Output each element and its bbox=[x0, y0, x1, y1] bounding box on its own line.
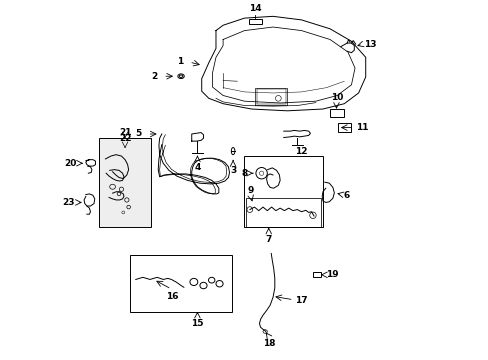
Text: 17: 17 bbox=[295, 296, 307, 305]
Text: 6: 6 bbox=[343, 191, 349, 200]
Text: 11: 11 bbox=[355, 123, 367, 132]
Text: 10: 10 bbox=[330, 93, 343, 102]
Text: 13: 13 bbox=[364, 40, 376, 49]
Text: 1: 1 bbox=[177, 57, 183, 66]
Text: 9: 9 bbox=[246, 186, 253, 195]
FancyBboxPatch shape bbox=[99, 138, 151, 227]
Text: 7: 7 bbox=[265, 234, 271, 243]
Text: 19: 19 bbox=[325, 270, 338, 279]
Text: 3: 3 bbox=[229, 166, 236, 175]
Text: 23: 23 bbox=[62, 198, 75, 207]
Text: 15: 15 bbox=[191, 319, 203, 328]
Text: 8: 8 bbox=[241, 169, 247, 178]
Text: 16: 16 bbox=[166, 292, 178, 301]
Text: 14: 14 bbox=[248, 4, 261, 13]
Text: 5: 5 bbox=[135, 130, 142, 139]
Text: 22: 22 bbox=[119, 134, 131, 143]
Text: 20: 20 bbox=[64, 159, 76, 168]
Text: 18: 18 bbox=[263, 339, 275, 348]
Text: 21: 21 bbox=[119, 128, 131, 137]
Text: 12: 12 bbox=[294, 147, 306, 156]
Text: 4: 4 bbox=[194, 163, 200, 172]
Text: 2: 2 bbox=[151, 72, 157, 81]
